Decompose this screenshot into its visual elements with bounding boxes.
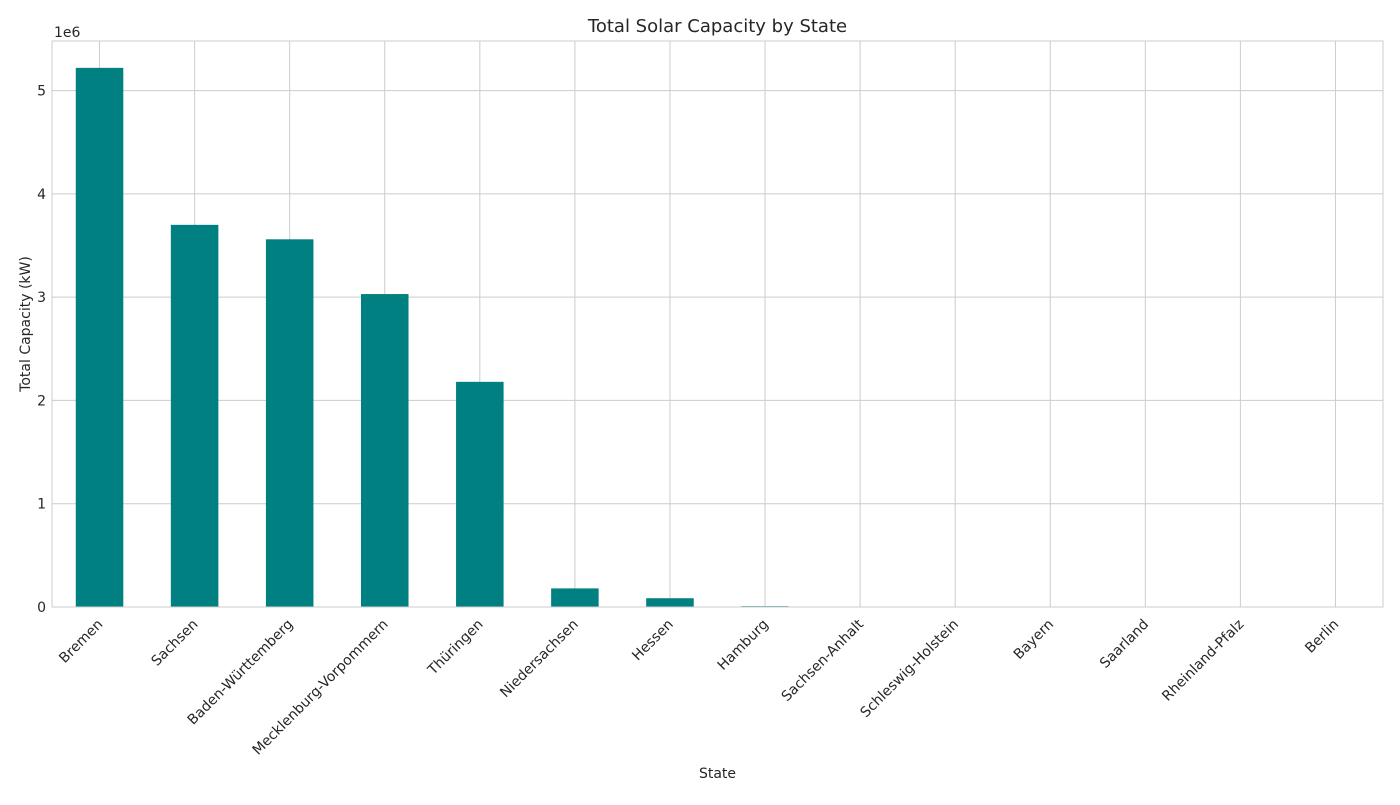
x-tick-label: Sachsen-Anhalt bbox=[779, 616, 868, 705]
bar bbox=[266, 239, 314, 607]
bar bbox=[646, 598, 694, 607]
x-tick-label: Niedersachsen bbox=[497, 617, 581, 701]
y-tick-label: 0 bbox=[37, 600, 46, 616]
bars-layer bbox=[76, 68, 1359, 607]
y-axis-multiplier: 1e6 bbox=[54, 25, 81, 41]
x-tick-label: Bayern bbox=[1011, 617, 1057, 663]
grid-layer bbox=[52, 41, 1383, 607]
y-tick-label: 3 bbox=[37, 290, 46, 306]
x-axis-label: State bbox=[699, 766, 736, 782]
x-tick-label: Sachsen bbox=[149, 617, 202, 670]
y-tick-label: 1 bbox=[37, 497, 46, 513]
x-tick-label: Rheinland-Pfalz bbox=[1159, 617, 1247, 705]
bar bbox=[171, 225, 219, 607]
x-tick-label: Baden-Württemberg bbox=[185, 617, 297, 729]
chart-title: Total Solar Capacity by State bbox=[587, 16, 847, 37]
x-tick-label: Schleswig-Holstein bbox=[858, 617, 962, 721]
y-tick-label: 2 bbox=[37, 393, 46, 409]
x-tick-label: Hamburg bbox=[715, 617, 772, 674]
x-tick-label: Hessen bbox=[629, 617, 677, 665]
plot-frame bbox=[52, 41, 1383, 607]
y-tick-label: 4 bbox=[37, 187, 46, 203]
x-tick-label: Berlin bbox=[1302, 617, 1342, 657]
x-tick-label: Thüringen bbox=[424, 617, 486, 679]
bar bbox=[456, 382, 504, 607]
bar bbox=[361, 294, 409, 607]
y-tick-labels: 0 1 2 3 4 5 bbox=[37, 84, 46, 616]
y-tick-label: 5 bbox=[37, 84, 46, 100]
y-axis-label: Total Capacity (kW) bbox=[18, 256, 34, 393]
bar bbox=[76, 68, 124, 607]
bar bbox=[551, 588, 599, 607]
x-tick-label: Bremen bbox=[56, 617, 106, 667]
x-tick-label: Saarland bbox=[1097, 617, 1152, 672]
